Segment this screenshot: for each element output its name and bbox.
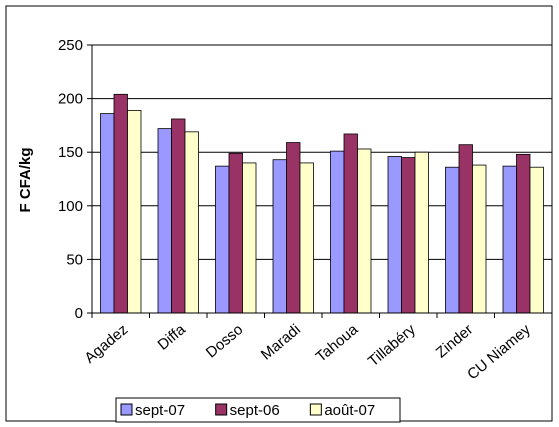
legend-label: août-07 (324, 402, 375, 419)
bar (100, 113, 115, 314)
bar (157, 128, 172, 314)
y-axis-label: F CFA/kg (17, 147, 34, 212)
legend-swatch (215, 403, 228, 416)
bar (171, 118, 186, 314)
legend-swatch (309, 403, 322, 416)
y-tick-label: 0 (75, 305, 83, 322)
bar (228, 152, 243, 314)
bar (357, 148, 372, 314)
legend-label: sept-06 (230, 402, 280, 419)
y-tick-label: 50 (66, 251, 83, 268)
bar (286, 142, 301, 314)
y-tick-label: 150 (58, 144, 83, 161)
bar (215, 165, 230, 314)
y-tick-label: 200 (58, 91, 83, 108)
bar (113, 93, 128, 314)
bar (401, 157, 416, 314)
bar (529, 166, 544, 314)
bar (272, 159, 287, 314)
bar (472, 164, 487, 314)
bar (414, 151, 429, 314)
bar (330, 150, 345, 314)
legend-swatch (120, 403, 133, 416)
bar (502, 165, 517, 314)
legend-box (115, 397, 401, 423)
bar (343, 133, 358, 314)
bar (458, 144, 473, 314)
y-tick-label: 100 (58, 198, 83, 215)
bar (242, 162, 257, 314)
y-tick-label: 250 (58, 37, 83, 54)
legend-label: sept-07 (135, 402, 185, 419)
bar (445, 166, 460, 314)
bar (127, 109, 142, 314)
bar (516, 153, 531, 314)
bar (387, 156, 402, 314)
bar (184, 131, 199, 314)
bar (299, 162, 314, 314)
